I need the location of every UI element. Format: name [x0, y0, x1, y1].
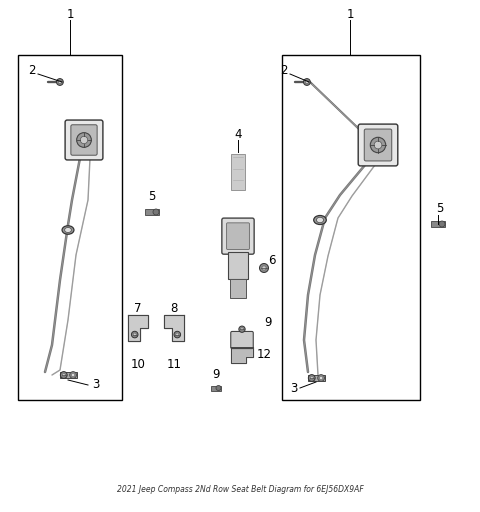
Text: 5: 5: [436, 202, 444, 215]
FancyBboxPatch shape: [222, 218, 254, 254]
Text: 7: 7: [134, 302, 142, 314]
Ellipse shape: [314, 216, 326, 224]
Bar: [282, 55, 420, 400]
Bar: [231, 154, 245, 189]
Text: 4: 4: [234, 127, 242, 140]
Ellipse shape: [65, 227, 72, 232]
Text: 6: 6: [268, 253, 276, 267]
Text: 2: 2: [280, 65, 288, 77]
Circle shape: [240, 328, 243, 331]
Circle shape: [318, 375, 324, 381]
Bar: [228, 252, 249, 279]
FancyBboxPatch shape: [71, 125, 97, 155]
Ellipse shape: [374, 141, 382, 149]
FancyBboxPatch shape: [227, 223, 250, 249]
Text: 3: 3: [290, 381, 298, 395]
Circle shape: [174, 331, 180, 338]
FancyBboxPatch shape: [358, 124, 398, 166]
Circle shape: [70, 372, 76, 378]
Bar: [60, 372, 76, 378]
Text: 12: 12: [256, 349, 272, 361]
Bar: [308, 375, 324, 381]
Circle shape: [72, 373, 75, 377]
Ellipse shape: [316, 217, 324, 223]
Ellipse shape: [62, 226, 74, 234]
FancyBboxPatch shape: [231, 331, 253, 349]
Bar: [211, 386, 221, 391]
Bar: [431, 221, 445, 227]
Polygon shape: [164, 315, 184, 341]
Text: 9: 9: [264, 315, 272, 329]
Circle shape: [262, 266, 266, 270]
Circle shape: [216, 386, 221, 391]
Circle shape: [439, 221, 445, 227]
Circle shape: [153, 209, 159, 215]
Circle shape: [319, 376, 323, 380]
Circle shape: [260, 264, 268, 272]
Text: 1: 1: [66, 8, 74, 20]
Text: 8: 8: [170, 302, 178, 314]
Circle shape: [57, 79, 63, 86]
Circle shape: [60, 372, 67, 378]
Text: 2021 Jeep Compass 2Nd Row Seat Belt Diagram for 6EJ56DX9AF: 2021 Jeep Compass 2Nd Row Seat Belt Diag…: [117, 485, 363, 495]
Bar: [18, 55, 122, 400]
Text: 1: 1: [346, 8, 354, 20]
Text: 5: 5: [148, 189, 156, 203]
Text: 9: 9: [212, 368, 220, 380]
Circle shape: [176, 333, 179, 336]
Bar: [145, 209, 159, 215]
Circle shape: [305, 80, 309, 83]
Text: 3: 3: [92, 378, 100, 392]
Circle shape: [133, 333, 136, 336]
Circle shape: [132, 331, 138, 338]
Circle shape: [239, 326, 245, 332]
Text: 11: 11: [167, 357, 181, 371]
FancyBboxPatch shape: [65, 120, 103, 160]
FancyBboxPatch shape: [364, 129, 392, 161]
Ellipse shape: [80, 136, 88, 144]
Ellipse shape: [77, 133, 91, 147]
Circle shape: [310, 376, 313, 379]
Circle shape: [303, 79, 310, 86]
Circle shape: [58, 80, 61, 83]
Circle shape: [308, 375, 315, 381]
Polygon shape: [231, 347, 253, 364]
Polygon shape: [128, 315, 148, 341]
Circle shape: [62, 373, 65, 376]
Text: 2: 2: [28, 65, 36, 77]
Bar: [230, 279, 246, 298]
Text: 10: 10: [131, 357, 145, 371]
Ellipse shape: [370, 137, 386, 153]
